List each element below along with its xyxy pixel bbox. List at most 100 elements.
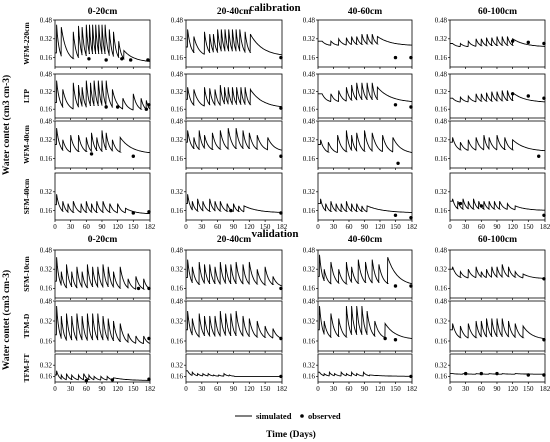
simulated-line: [186, 194, 283, 213]
panel-frame: [54, 353, 151, 383]
y-tick-label: 0.32: [303, 35, 316, 43]
y-tick-label: 0.32: [303, 136, 316, 144]
observed-point: [147, 377, 151, 381]
observed-point: [147, 103, 151, 107]
y-tick-label: 0.48: [303, 297, 316, 305]
x-tick-label: 120: [375, 223, 386, 231]
observed-point: [279, 336, 283, 341]
depth-header: 40-60cm: [348, 7, 382, 17]
x-tick-label: 182: [540, 385, 550, 393]
y-tick-label: 0.48: [435, 117, 448, 125]
y-tick-label: 0.16: [171, 337, 184, 345]
panel-60-100cm: 0.48 0.32 0.16: [435, 70, 546, 120]
x-tick-label: 90: [98, 223, 106, 231]
section-title: validation: [251, 228, 298, 240]
x-tick-label: 30: [330, 385, 338, 393]
y-tick-label: 0.32: [40, 188, 53, 196]
y-tick-label: 0.48: [171, 70, 184, 78]
y-axis-label: Water contet (cm3 cm-3): [1, 75, 12, 175]
observed-point: [144, 107, 149, 111]
y-tick-label: 0.16: [40, 337, 53, 345]
y-tick-label: 0.32: [40, 317, 53, 325]
panel-40-60cm: 0.32 0.160 30 60 90 120 150 182: [303, 172, 418, 231]
simulated-line: [186, 370, 282, 377]
y-tick-label: 0.16: [171, 373, 184, 381]
observed-point: [229, 208, 233, 213]
y-tick-label: 0.16: [435, 106, 448, 114]
y-tick-label: 0.16: [303, 54, 316, 62]
panel-0-20cm: 0.32 0.160 30 60 90 120 150 182: [40, 172, 156, 231]
x-tick-label: 90: [98, 385, 106, 393]
x-tick-label: 30: [198, 385, 206, 393]
x-tick-label: 0: [316, 223, 320, 231]
x-tick-label: 0: [184, 223, 188, 231]
panel-40-60cm: 0.48 0.32 0.16: [303, 117, 413, 170]
depth-header: 20-40cm: [217, 7, 251, 17]
panel-frame: [185, 19, 283, 68]
legend-simulated-label: simulated: [256, 411, 292, 421]
legend-observed-label: observed: [308, 411, 341, 421]
observed-point: [526, 373, 530, 377]
observed-point: [120, 57, 124, 61]
x-tick-label: 120: [244, 223, 255, 231]
panel-frame: [54, 249, 151, 299]
y-tick-label: 0.16: [171, 54, 184, 62]
y-tick-label: 0.48: [435, 70, 448, 78]
observed-point: [537, 154, 541, 158]
y-tick-label: 0.16: [171, 106, 184, 114]
panel-60-100cm: 0.32 0.160 30 60 90 120 150 182: [435, 172, 550, 231]
x-tick-label: 30: [462, 385, 470, 393]
panel-0-20cm: 0.48 0.32 0.16: [40, 117, 151, 170]
y-tick-label: 0.32: [303, 317, 316, 325]
panel-frame: [185, 353, 283, 383]
row-label: WFM-40cm: [22, 124, 31, 163]
observed-point: [542, 373, 546, 377]
x-tick-label: 120: [507, 385, 518, 393]
y-tick-label: 0.32: [171, 188, 184, 196]
observed-point: [279, 106, 283, 110]
y-axis-label: Water contet (cm3 cm-3): [1, 270, 12, 370]
panel-0-20cm: 0.48 0.32 0.16: [40, 246, 151, 300]
y-tick-label: 0.16: [40, 373, 53, 381]
panel-40-60cm: 0.48 0.32 0.16: [303, 16, 413, 69]
simulated-line: [450, 90, 546, 103]
simulated-line: [55, 80, 151, 111]
observed-point: [393, 55, 398, 60]
panel-0-20cm: 0.48 0.32 0.16: [40, 297, 151, 353]
observed-point: [279, 374, 283, 379]
row-WFM-220cm: WFM-220cm 0.48 0.32 0.16 0.48 0.32 0.16 0.48 0.3…: [22, 16, 546, 69]
x-tick-label: 150: [390, 385, 401, 393]
simulated-line: [318, 130, 413, 154]
row-label: WFM-220cm: [22, 22, 31, 65]
legend-dot-marker: [300, 414, 304, 418]
panel-60-100cm: 0.48 0.32 0.16: [435, 246, 546, 300]
observed-point: [383, 336, 387, 341]
y-tick-label: 0.32: [171, 362, 184, 370]
x-tick-label: 60: [345, 385, 353, 393]
observed-point: [463, 371, 468, 376]
y-tick-label: 0.16: [435, 155, 448, 163]
observed-point: [131, 211, 135, 215]
panel-frame: [185, 249, 283, 299]
simulated-line: [450, 134, 546, 152]
simulated-line: [450, 198, 545, 211]
observed-point: [279, 154, 283, 158]
observed-point: [84, 378, 89, 383]
row-WFM-40cm: WFM-40cm 0.48 0.32 0.16 0.48 0.32 0.16 0.48 0.32…: [22, 117, 546, 170]
observed-point: [479, 371, 484, 376]
observed-point: [458, 201, 463, 206]
observed-point: [279, 55, 283, 60]
observed-point: [542, 338, 546, 342]
panel-40-60cm: 0.32 0.160 30 60 90 120 150 182: [303, 353, 418, 393]
observed-point: [542, 277, 546, 281]
simulated-line: [55, 24, 151, 62]
observed-point: [136, 286, 141, 291]
simulated-line: [55, 370, 150, 381]
observed-point: [393, 213, 398, 217]
observed-point: [128, 58, 133, 62]
depth-header: 60-100cm: [478, 7, 517, 17]
observed-point: [147, 210, 151, 214]
x-tick-label: 90: [230, 223, 238, 231]
x-tick-label: 150: [128, 385, 139, 393]
row-SFM-10cm: SFM-10cm 0.48 0.32 0.16 0.48 0.32 0.16 0.48 0.32…: [22, 246, 546, 300]
